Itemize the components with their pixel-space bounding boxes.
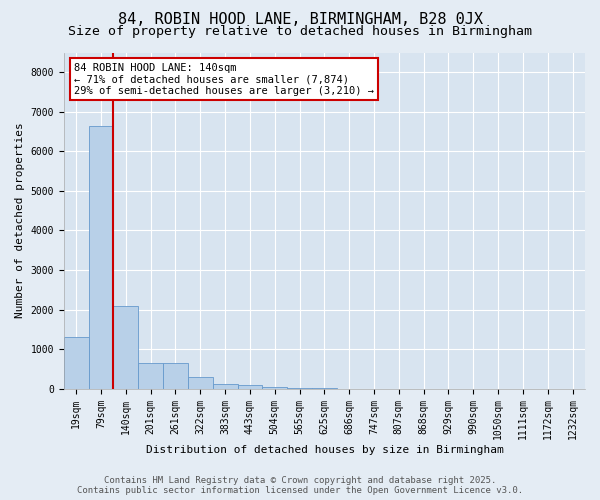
Bar: [113, 306, 138, 388]
Bar: [262, 387, 287, 388]
Bar: [238, 385, 262, 388]
Text: 84, ROBIN HOOD LANE, BIRMINGHAM, B28 0JX: 84, ROBIN HOOD LANE, BIRMINGHAM, B28 0JX: [118, 12, 482, 28]
Bar: [212, 384, 238, 388]
Bar: [64, 337, 89, 388]
X-axis label: Distribution of detached houses by size in Birmingham: Distribution of detached houses by size …: [146, 445, 503, 455]
Text: 84 ROBIN HOOD LANE: 140sqm
← 71% of detached houses are smaller (7,874)
29% of s: 84 ROBIN HOOD LANE: 140sqm ← 71% of deta…: [74, 62, 374, 96]
Y-axis label: Number of detached properties: Number of detached properties: [15, 122, 25, 318]
Bar: [163, 363, 188, 388]
Text: Contains HM Land Registry data © Crown copyright and database right 2025.
Contai: Contains HM Land Registry data © Crown c…: [77, 476, 523, 495]
Bar: [138, 362, 163, 388]
Bar: [188, 377, 212, 388]
Bar: [89, 126, 113, 388]
Text: Size of property relative to detached houses in Birmingham: Size of property relative to detached ho…: [68, 25, 532, 38]
